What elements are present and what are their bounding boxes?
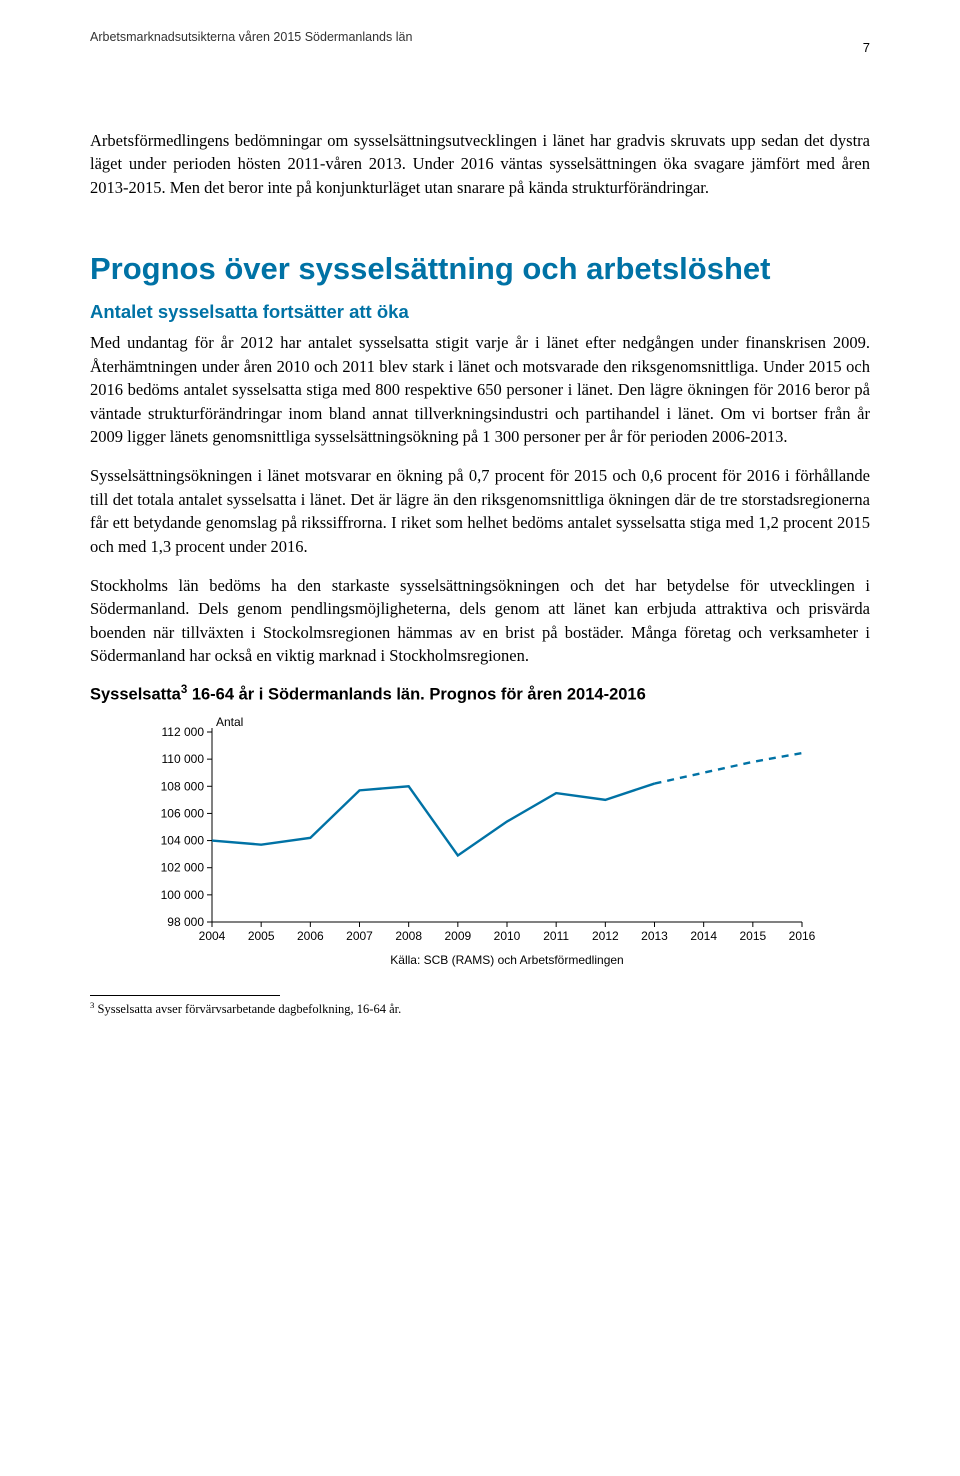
chart-source: Källa: SCB (RAMS) och Arbetsförmedlingen [390,953,623,967]
body-paragraph-2: Sysselsättningsökningen i länet motsvara… [90,464,870,558]
chart-title-post: 16-64 år i Södermanlands län. Prognos fö… [187,685,646,703]
x-tick-label: 2004 [199,929,226,943]
section-title: Prognos över sysselsättning och arbetslö… [90,251,870,287]
intro-paragraph: Arbetsförmedlingens bedömningar om sysse… [90,129,870,199]
footnote-text: Sysselsatta avser förvärvsarbetande dagb… [94,1002,401,1016]
x-tick-label: 2007 [346,929,373,943]
x-tick-label: 2005 [248,929,275,943]
page: Arbetsmarknadsutsikterna våren 2015 Söde… [0,0,960,1038]
x-tick-label: 2006 [297,929,324,943]
x-tick-label: 2012 [592,929,619,943]
line-chart: Antal 98 000 100 000 102 000 104 000 106 000 1… [140,710,820,970]
y-tick-label: 100 000 [161,888,205,902]
body-paragraph-1: Med undantag för år 2012 har antalet sys… [90,331,870,448]
x-tick-label: 2011 [543,929,569,943]
subsection-title: Antalet sysselsatta fortsätter att öka [90,301,870,323]
y-tick-label: 102 000 [161,861,205,875]
chart-container: Antal 98 000 100 000 102 000 104 000 106 000 1… [140,710,820,975]
chart-title-pre: Sysselsatta [90,685,181,703]
y-axis-title: Antal [216,715,243,729]
x-tick-label: 2010 [494,929,521,943]
x-tick-label: 2009 [444,929,471,943]
page-number: 7 [863,40,870,55]
footnote-rule [90,995,280,996]
body-paragraph-3: Stockholms län bedöms ha den starkaste s… [90,574,870,668]
y-tick-label: 98 000 [167,915,204,929]
series-line-actual [212,784,655,856]
y-tick-label: 104 000 [161,834,205,848]
x-tick-label: 2016 [789,929,816,943]
x-tick-label: 2013 [641,929,668,943]
y-tick-label: 112 000 [162,725,205,739]
running-header: Arbetsmarknadsutsikterna våren 2015 Söde… [90,30,870,44]
x-tick-label: 2014 [690,929,717,943]
y-tick-label: 110 000 [162,752,205,766]
x-tick-label: 2008 [395,929,422,943]
intro-block: Arbetsförmedlingens bedömningar om sysse… [90,129,870,199]
y-tick-label: 106 000 [161,807,205,821]
x-tick-label: 2015 [739,929,766,943]
chart-title: Sysselsatta3 16-64 år i Södermanlands lä… [90,684,870,705]
y-tick-label: 108 000 [161,780,205,794]
series-line-forecast [655,753,803,784]
footnote: 3 Sysselsatta avser förvärvsarbetande da… [90,1000,870,1017]
